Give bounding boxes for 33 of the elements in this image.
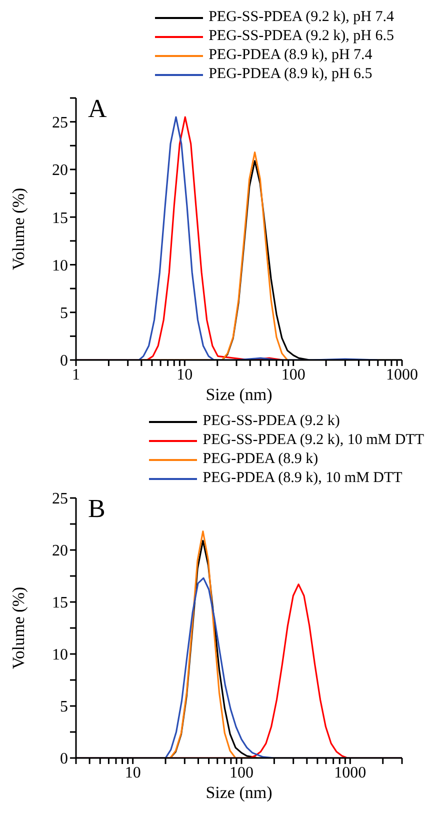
legend-label: PEG-SS-PDEA (9.2 k), pH 6.5 xyxy=(208,27,394,46)
y-tick-label: 10 xyxy=(52,257,68,274)
x-tick-label: 1000 xyxy=(334,764,366,782)
legend-label: PEG-SS-PDEA (9.2 k), 10 mM DTT xyxy=(202,431,424,450)
y-axis-title: Volume (%) xyxy=(9,188,28,270)
legend-label: PEG-PDEA (8.9 k) xyxy=(202,450,318,469)
y-tick-label: 25 xyxy=(52,490,68,508)
y-tick-label: 5 xyxy=(60,698,68,716)
legend-label: PEG-PDEA (8.9 k), pH 6.5 xyxy=(208,65,372,84)
y-tick-label: 25 xyxy=(52,114,68,132)
legend-label: PEG-PDEA (8.9 k), 10 mM DTT xyxy=(202,469,402,488)
annotation: A xyxy=(88,94,107,124)
y-tick-label: 15 xyxy=(52,210,68,227)
y-tick-label: 10 xyxy=(52,646,68,664)
annotation: B xyxy=(88,494,106,524)
x-tick-label: 10 xyxy=(176,366,193,384)
x-tick-label: 10 xyxy=(124,764,141,782)
legend-label: PEG-PDEA (8.9 k), pH 7.4 xyxy=(208,46,372,65)
legend-label: PEG-SS-PDEA (9.2 k) xyxy=(202,412,340,431)
y-tick-label: 20 xyxy=(52,542,68,560)
x-tick-label: 1 xyxy=(72,366,80,384)
x-tick-label: 1000 xyxy=(386,366,418,384)
y-tick-label: 0 xyxy=(60,352,68,370)
legend-label: PEG-SS-PDEA (9.2 k), pH 7.4 xyxy=(208,8,394,27)
y-tick-label: 0 xyxy=(60,750,68,768)
y-axis-title: Volume (%) xyxy=(9,586,28,670)
x-axis-title: Size (nm) xyxy=(206,385,272,404)
y-tick-label: 20 xyxy=(52,162,68,180)
x-tick-label: 100 xyxy=(281,366,306,384)
x-tick-label: 100 xyxy=(229,764,254,782)
x-axis-title: Size (nm) xyxy=(206,783,272,802)
y-tick-label: 15 xyxy=(52,594,68,612)
y-tick-label: 5 xyxy=(60,305,68,322)
